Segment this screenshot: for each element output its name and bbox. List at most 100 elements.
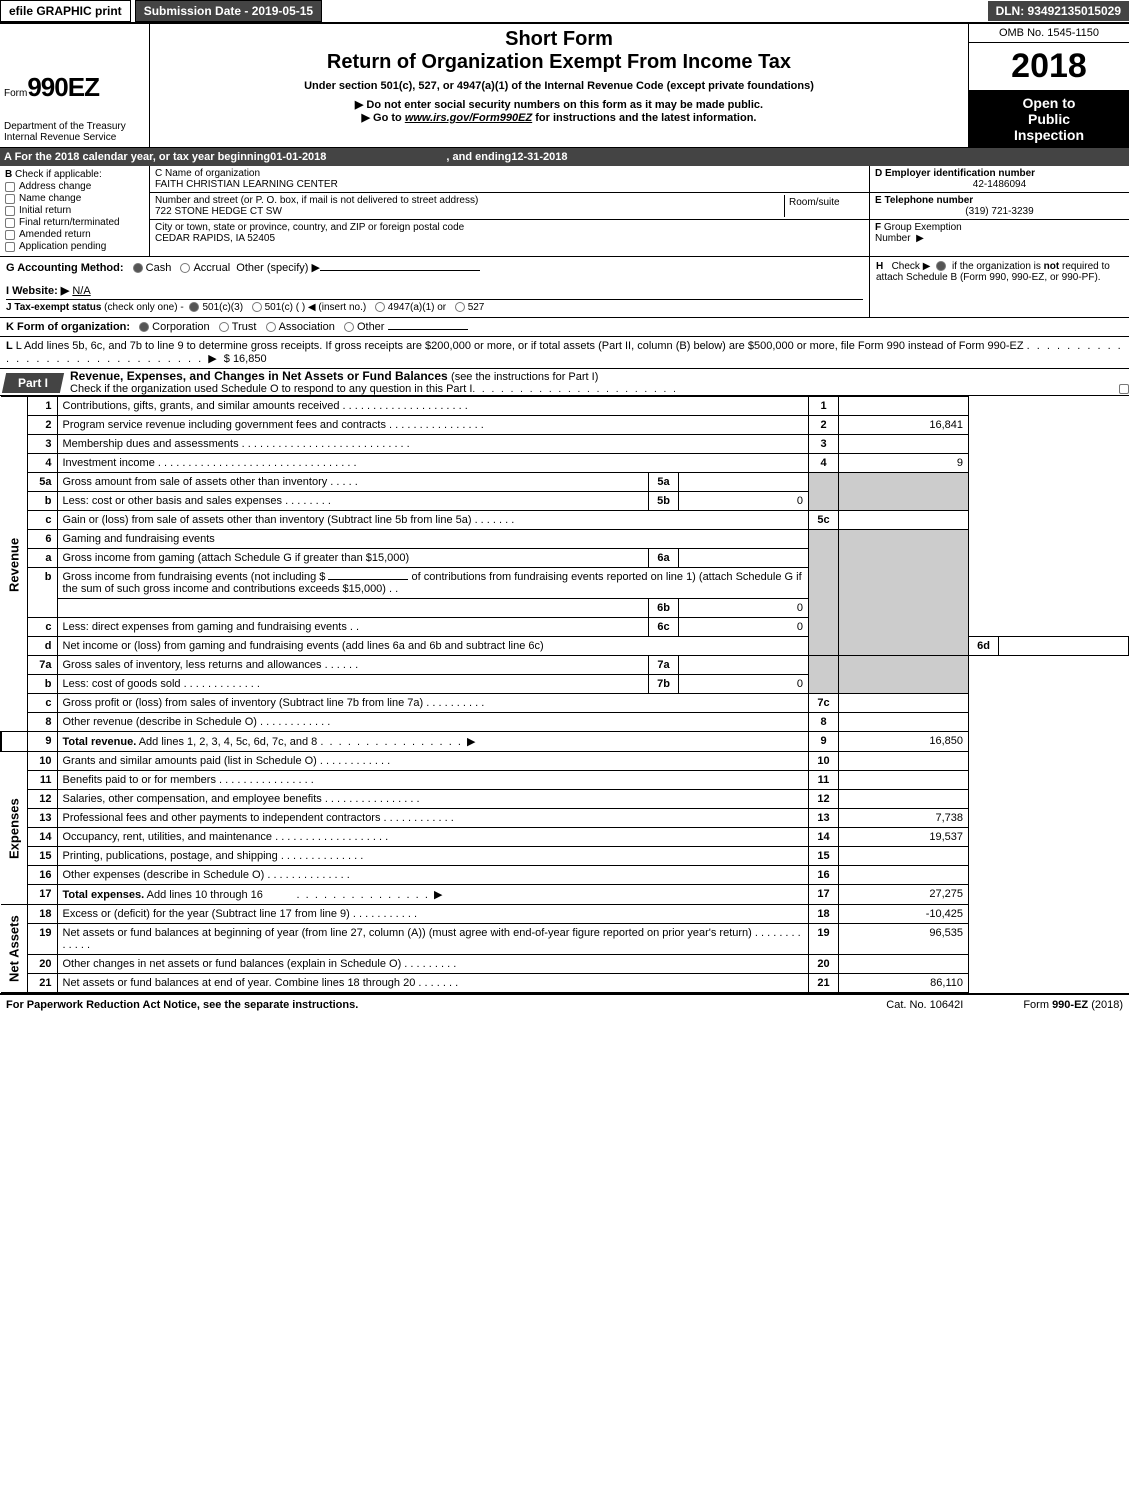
other-specify-input[interactable] bbox=[320, 270, 480, 271]
sub-6a: 6a bbox=[649, 549, 679, 568]
radio-501c3[interactable] bbox=[189, 302, 199, 312]
dept-treasury: Department of the Treasury bbox=[4, 121, 145, 132]
other-org-input[interactable] bbox=[388, 329, 468, 330]
e-phone-label: E Telephone number bbox=[875, 195, 1124, 206]
amt-3 bbox=[839, 435, 969, 454]
amt-5c bbox=[839, 511, 969, 530]
part1-header: Part I Revenue, Expenses, and Changes in… bbox=[0, 369, 1129, 396]
sub-5a: 5a bbox=[649, 473, 679, 492]
amt-1 bbox=[839, 397, 969, 416]
lbl-4947: 4947(a)(1) or bbox=[388, 302, 446, 313]
num-7c: 7c bbox=[809, 694, 839, 713]
row-a-begin: 01-01-2018 bbox=[270, 151, 326, 163]
num-4: 4 bbox=[809, 454, 839, 473]
num-5c: 5c bbox=[809, 511, 839, 530]
efile-print-button[interactable]: efile GRAPHIC print bbox=[0, 0, 131, 22]
radio-cash[interactable] bbox=[133, 263, 143, 273]
lbl-address-change: Address change bbox=[19, 181, 91, 192]
open-public-badge: Open to Public Inspection bbox=[969, 91, 1129, 147]
fundraising-amount-input[interactable] bbox=[328, 579, 408, 580]
ln-10: 10 bbox=[27, 752, 57, 771]
ln-6: 6 bbox=[27, 530, 57, 549]
desc-21: Net assets or fund balances at end of ye… bbox=[57, 974, 809, 993]
col-g-i-j: G Accounting Method: Cash Accrual Other … bbox=[0, 257, 869, 317]
num-21: 21 bbox=[809, 974, 839, 993]
ln-7b: b bbox=[27, 675, 57, 694]
lbl-cash: Cash bbox=[146, 262, 172, 274]
radio-4947[interactable] bbox=[375, 302, 385, 312]
amt-9: 16,850 bbox=[839, 732, 969, 752]
radio-corp[interactable] bbox=[139, 322, 149, 332]
desc-11: Benefits paid to or for members . . . . … bbox=[57, 771, 809, 790]
desc-6b-2 bbox=[57, 599, 649, 618]
desc-5c: Gain or (loss) from sale of assets other… bbox=[57, 511, 809, 530]
lbl-application-pending: Application pending bbox=[19, 241, 106, 252]
chk-schedule-o[interactable] bbox=[1119, 384, 1129, 394]
i-website-value: N/A bbox=[72, 285, 90, 297]
subv-6a bbox=[679, 549, 809, 568]
irs-link[interactable]: www.irs.gov/Form990EZ bbox=[405, 112, 532, 124]
c-name-value: FAITH CHRISTIAN LEARNING CENTER bbox=[155, 179, 864, 190]
subv-5a bbox=[679, 473, 809, 492]
desc-7c: Gross profit or (loss) from sales of inv… bbox=[57, 694, 809, 713]
header-center: Short Form Return of Organization Exempt… bbox=[150, 24, 969, 147]
radio-trust[interactable] bbox=[219, 322, 229, 332]
chk-application-pending[interactable] bbox=[5, 242, 15, 252]
lbl-amended-return: Amended return bbox=[19, 229, 91, 240]
submission-date-button[interactable]: Submission Date - 2019-05-15 bbox=[135, 0, 322, 22]
desc-10: Grants and similar amounts paid (list in… bbox=[57, 752, 809, 771]
sub-6c: 6c bbox=[649, 618, 679, 637]
footer-mid: Cat. No. 10642I bbox=[886, 999, 963, 1011]
radio-527[interactable] bbox=[455, 302, 465, 312]
col-d-to-f: D Employer identification number 42-1486… bbox=[869, 166, 1129, 256]
ln-6a: a bbox=[27, 549, 57, 568]
lbl-501c3: 501(c)(3) bbox=[202, 302, 243, 313]
ssn-note: ▶ Do not enter social security numbers o… bbox=[156, 98, 962, 111]
amt-16 bbox=[839, 866, 969, 885]
row-a-end: 12-31-2018 bbox=[511, 151, 567, 163]
part1-sub: Check if the organization used Schedule … bbox=[70, 383, 472, 395]
chk-final-return[interactable] bbox=[5, 218, 15, 228]
amt-11 bbox=[839, 771, 969, 790]
omb-number: OMB No. 1545-1150 bbox=[969, 24, 1129, 43]
chk-amended-return[interactable] bbox=[5, 230, 15, 240]
ln-19: 19 bbox=[27, 924, 57, 955]
ln-6b: b bbox=[27, 568, 57, 618]
desc-6: Gaming and fundraising events bbox=[57, 530, 809, 549]
j-label: J Tax-exempt status bbox=[6, 302, 101, 313]
go-to-link-line: ▶ Go to www.irs.gov/Form990EZ for instru… bbox=[156, 111, 962, 124]
desc-13: Professional fees and other payments to … bbox=[57, 809, 809, 828]
desc-18: Excess or (deficit) for the year (Subtra… bbox=[57, 905, 809, 924]
top-bar: efile GRAPHIC print Submission Date - 20… bbox=[0, 0, 1129, 24]
ln-7a: 7a bbox=[27, 656, 57, 675]
chk-initial-return[interactable] bbox=[5, 206, 15, 216]
subv-5b: 0 bbox=[679, 492, 809, 511]
radio-501c[interactable] bbox=[252, 302, 262, 312]
num-19: 19 bbox=[809, 924, 839, 955]
ln-3: 3 bbox=[27, 435, 57, 454]
part1-title-note: (see the instructions for Part I) bbox=[451, 371, 598, 383]
d-ein-label: D Employer identification number bbox=[875, 168, 1124, 179]
l-text: L Add lines 5b, 6c, and 7b to line 9 to … bbox=[16, 340, 1024, 352]
c-city-label: City or town, state or province, country… bbox=[155, 222, 864, 233]
chk-schedule-b[interactable] bbox=[936, 261, 946, 271]
desc-4: Investment income . . . . . . . . . . . … bbox=[57, 454, 809, 473]
e-phone-value: (319) 721-3239 bbox=[875, 206, 1124, 217]
radio-accrual[interactable] bbox=[180, 263, 190, 273]
num-20: 20 bbox=[809, 955, 839, 974]
radio-assoc[interactable] bbox=[266, 322, 276, 332]
radio-other-org[interactable] bbox=[344, 322, 354, 332]
k-label: K Form of organization: bbox=[6, 321, 130, 333]
chk-name-change[interactable] bbox=[5, 194, 15, 204]
c-room-label: Room/suite bbox=[784, 195, 864, 217]
chk-address-change[interactable] bbox=[5, 182, 15, 192]
num-10: 10 bbox=[809, 752, 839, 771]
part1-tab: Part I bbox=[2, 373, 64, 393]
greyamt-7 bbox=[839, 656, 969, 694]
short-form-label: Short Form bbox=[156, 28, 962, 51]
desc-15: Printing, publications, postage, and shi… bbox=[57, 847, 809, 866]
l-amount: $ 16,850 bbox=[224, 353, 267, 365]
num-8: 8 bbox=[809, 713, 839, 732]
header-left: Form990EZ Department of the Treasury Int… bbox=[0, 24, 150, 147]
gh-row: G Accounting Method: Cash Accrual Other … bbox=[0, 257, 1129, 318]
